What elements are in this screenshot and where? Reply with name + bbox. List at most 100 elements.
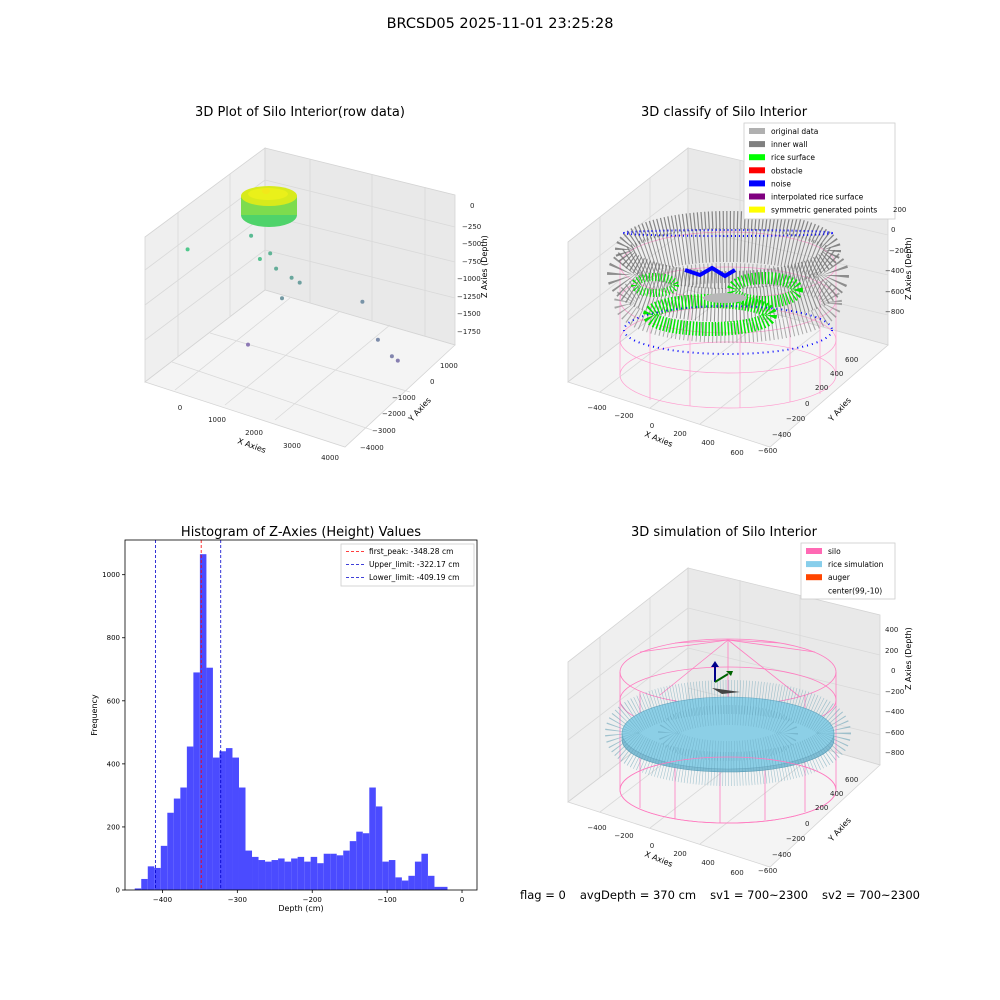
- simulation-legend-label: silo: [828, 547, 841, 556]
- histogram-bar: [265, 861, 272, 890]
- histogram-bar: [434, 886, 441, 890]
- histogram-y-tick-label: 1000: [102, 571, 120, 579]
- raw-data-point: [246, 342, 250, 347]
- simulation-x-tick: 400: [701, 859, 714, 867]
- histogram-bar: [421, 853, 428, 890]
- simulation-z-tick: −400: [885, 708, 904, 716]
- histogram-bar: [284, 861, 292, 890]
- classify-floor-pane: [567, 289, 889, 448]
- raw-data-point: [185, 247, 190, 252]
- histogram-bars: [134, 554, 448, 890]
- classify-z-tick: −200: [889, 247, 908, 255]
- histogram-bar: [427, 875, 435, 890]
- classify-x-tick: 0: [650, 422, 654, 430]
- histogram-legend: first_peak: -348.28 cm Upper_limit: -322.…: [340, 543, 475, 587]
- histogram-x-ticks: −400 −300 −200 −100 0: [153, 890, 464, 904]
- simulation-legend-swatch: [806, 574, 822, 581]
- histogram-threshold-lines: [155, 540, 222, 890]
- raw-z-tick: −1750: [457, 328, 481, 336]
- simulation-z-tick: 0: [891, 667, 895, 675]
- raw-data-point: [249, 233, 254, 238]
- raw-rice-cloud: [241, 186, 297, 227]
- histogram-bar: [382, 861, 389, 890]
- classify-z-ticks: 200 0 −200 −400 −600 −800: [885, 206, 908, 316]
- histogram-bar: [160, 845, 168, 890]
- histogram-title: Histogram of Z-Axies (Height) Values: [181, 525, 421, 540]
- histogram-x-tick-label: −300: [228, 896, 247, 904]
- histogram-bar: [414, 861, 422, 890]
- histogram-bar: [206, 667, 213, 890]
- simulation-y-tick: 400: [830, 790, 843, 798]
- raw-x-axis-label: X Axies: [236, 436, 267, 455]
- classify-legend-swatch: [749, 154, 765, 161]
- raw-z-tick: −500: [462, 240, 481, 248]
- z-arrow-head-icon: [711, 661, 719, 667]
- histogram-bar: [343, 850, 350, 890]
- histogram-bar: [271, 860, 279, 890]
- raw-data-point: [360, 299, 365, 304]
- classify-legend-label: inner wall: [771, 140, 808, 149]
- histogram-x-tick-label: −400: [153, 896, 172, 904]
- histogram-legend-label: first_peak: -348.28 cm: [369, 547, 453, 556]
- histogram-bar: [408, 875, 415, 890]
- classify-x-tick: 600: [730, 449, 743, 457]
- simulation-y-tick: −200: [786, 835, 805, 843]
- histogram-bar: [362, 833, 370, 890]
- simulation-y-axis-label: Y Axies: [826, 816, 853, 844]
- histogram-bar: [134, 888, 142, 890]
- histogram-bar: [440, 886, 448, 890]
- classify-z-tick: 200: [893, 206, 906, 214]
- classify-z-axis-label: Z Axies (Depth): [904, 237, 913, 300]
- histogram-x-axis-label: Depth (cm): [278, 904, 323, 913]
- simulation-center-arrows: [711, 661, 733, 683]
- histogram-bar: [252, 856, 259, 890]
- histogram-x-tick-label: −100: [378, 896, 397, 904]
- histogram-bar: [232, 757, 239, 890]
- raw-y-ticks: 1000 0 −1000 −2000 −3000 −4000: [360, 362, 458, 452]
- simulation-x-tick: 0: [650, 842, 654, 850]
- histogram-y-tick-label: 400: [107, 760, 120, 768]
- histogram-bar: [238, 787, 246, 890]
- histogram-y-axis-label: Frequency: [90, 694, 99, 736]
- raw-x-tick: 0: [178, 404, 182, 412]
- raw-y-tick: 0: [430, 378, 434, 386]
- histogram-bar: [167, 812, 174, 890]
- raw-data-point: [289, 275, 294, 280]
- raw-scatter-points: [185, 233, 400, 363]
- raw-y-tick: −4000: [360, 444, 384, 452]
- classify-legend-swatch: [749, 180, 765, 187]
- raw-x-tick: 4000: [321, 454, 339, 462]
- classify-legend-swatch: [749, 193, 765, 200]
- histogram-bar: [278, 858, 285, 890]
- histogram-bar: [219, 751, 226, 890]
- classify-z-tick: −400: [885, 267, 904, 275]
- classify-z-tick: −800: [885, 308, 904, 316]
- simulation-y-tick: 200: [815, 804, 828, 812]
- raw-y-tick: −3000: [372, 427, 396, 435]
- histogram-bar: [297, 856, 305, 890]
- histogram-bar: [310, 856, 318, 890]
- simulation-y-tick: −600: [758, 867, 777, 875]
- simulation-x-ticks: −400 −200 0 200 400 600: [587, 824, 743, 877]
- classify-legend-label: symmetric generated points: [771, 206, 877, 215]
- histogram-x-tick-label: −200: [303, 896, 322, 904]
- classify-legend-swatch: [749, 141, 765, 148]
- histogram-bar: [186, 746, 194, 890]
- simulation-y-tick: 600: [845, 776, 858, 784]
- raw-x-tick: 1000: [208, 416, 226, 424]
- histogram-bar: [258, 860, 266, 890]
- classify-x-tick: 400: [701, 439, 714, 447]
- y-arrow: [714, 673, 729, 683]
- classify-y-axis-label: Y Axies: [826, 396, 853, 424]
- classify-y-tick: −600: [758, 447, 777, 455]
- classify-z-tick: −600: [885, 288, 904, 296]
- raw-z-tick: 0: [470, 202, 474, 210]
- histogram-bar: [388, 860, 396, 890]
- histogram-bar: [395, 877, 402, 890]
- classify-y-tick: 600: [845, 356, 858, 364]
- raw-gridlines: [144, 159, 456, 431]
- raw-z-tick: −1000: [457, 275, 481, 283]
- classify-x-tick: 200: [673, 430, 686, 438]
- classify-z-tick: 0: [891, 226, 895, 234]
